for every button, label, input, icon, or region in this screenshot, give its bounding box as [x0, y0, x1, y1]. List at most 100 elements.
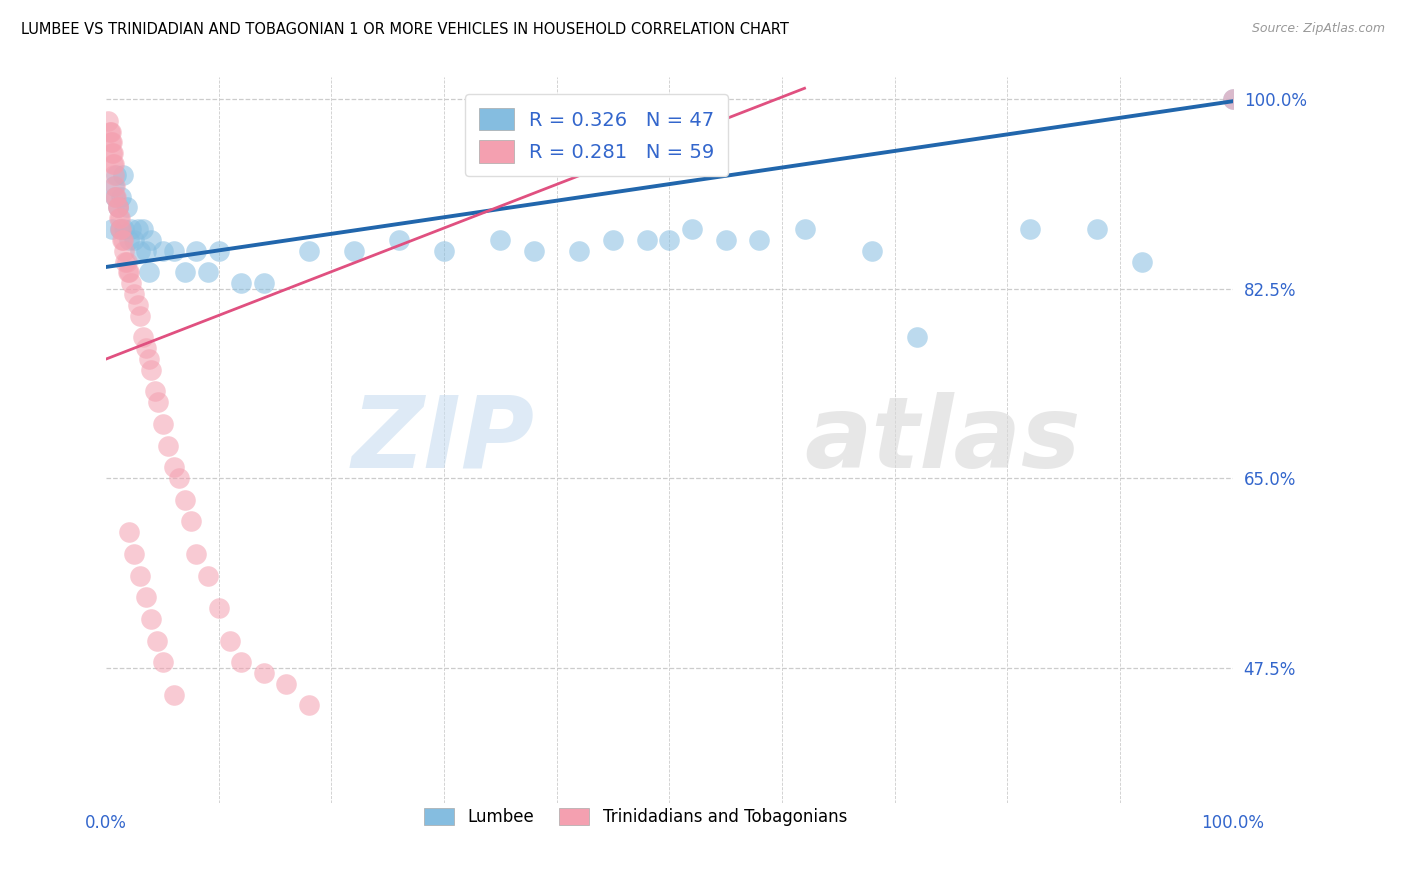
- Point: [101, 136, 124, 150]
- Point: [100, 136, 122, 150]
- Point: [298, 698, 321, 713]
- Point: [568, 244, 591, 258]
- Point: [112, 233, 135, 247]
- Text: Source: ZipAtlas.com: Source: ZipAtlas.com: [1251, 22, 1385, 36]
- Point: [127, 298, 149, 312]
- Point: [107, 200, 129, 214]
- Point: [174, 492, 197, 507]
- Point: [489, 233, 512, 247]
- Point: [602, 233, 624, 247]
- Point: [112, 222, 135, 236]
- Point: [208, 601, 231, 615]
- Point: [101, 222, 124, 236]
- Point: [748, 233, 770, 247]
- Point: [124, 233, 146, 247]
- Point: [793, 222, 815, 236]
- Point: [163, 460, 186, 475]
- Point: [163, 688, 186, 702]
- Legend: Lumbee, Trinidadians and Tobagonians: Lumbee, Trinidadians and Tobagonians: [416, 800, 855, 835]
- Point: [905, 330, 928, 344]
- Point: [186, 244, 208, 258]
- Point: [714, 233, 737, 247]
- Point: [231, 276, 253, 290]
- Point: [433, 244, 456, 258]
- Point: [343, 244, 366, 258]
- Point: [141, 363, 163, 377]
- Point: [146, 395, 169, 409]
- Point: [118, 525, 141, 540]
- Point: [112, 244, 135, 258]
- Point: [169, 471, 191, 485]
- Point: [118, 265, 141, 279]
- Point: [388, 233, 411, 247]
- Text: atlas: atlas: [804, 392, 1081, 489]
- Point: [523, 244, 546, 258]
- Point: [152, 244, 174, 258]
- Point: [1222, 92, 1244, 106]
- Point: [186, 547, 208, 561]
- Point: [101, 146, 124, 161]
- Point: [143, 384, 166, 399]
- Point: [98, 125, 121, 139]
- Point: [127, 222, 149, 236]
- Point: [118, 233, 141, 247]
- Point: [157, 439, 180, 453]
- Text: ZIP: ZIP: [352, 392, 534, 489]
- Point: [120, 276, 142, 290]
- Point: [141, 612, 163, 626]
- Point: [138, 351, 160, 366]
- Point: [117, 265, 139, 279]
- Point: [658, 233, 681, 247]
- Point: [1085, 222, 1108, 236]
- Y-axis label: 1 or more Vehicles in Household: 1 or more Vehicles in Household: [0, 317, 7, 564]
- Point: [636, 233, 658, 247]
- Point: [197, 265, 219, 279]
- Point: [100, 125, 122, 139]
- Point: [108, 222, 131, 236]
- Point: [208, 244, 231, 258]
- Point: [231, 655, 253, 669]
- Point: [104, 189, 127, 203]
- Point: [110, 189, 132, 203]
- Point: [104, 178, 127, 193]
- Point: [135, 591, 157, 605]
- Point: [105, 168, 128, 182]
- Point: [107, 200, 129, 214]
- Point: [141, 233, 163, 247]
- Point: [129, 244, 152, 258]
- Point: [138, 265, 160, 279]
- Point: [124, 287, 146, 301]
- Point: [197, 568, 219, 582]
- Point: [152, 655, 174, 669]
- Point: [174, 265, 197, 279]
- Point: [135, 244, 157, 258]
- Point: [180, 515, 202, 529]
- Point: [253, 665, 276, 680]
- Point: [101, 157, 124, 171]
- Point: [110, 222, 132, 236]
- Point: [135, 341, 157, 355]
- Point: [101, 146, 124, 161]
- Point: [152, 417, 174, 431]
- Point: [103, 178, 125, 193]
- Point: [1018, 222, 1040, 236]
- Text: LUMBEE VS TRINIDADIAN AND TOBAGONIAN 1 OR MORE VEHICLES IN HOUSEHOLD CORRELATION: LUMBEE VS TRINIDADIAN AND TOBAGONIAN 1 O…: [21, 22, 789, 37]
- Point: [124, 547, 146, 561]
- Point: [681, 222, 703, 236]
- Point: [111, 233, 134, 247]
- Point: [1222, 92, 1244, 106]
- Point: [860, 244, 883, 258]
- Point: [298, 244, 321, 258]
- Point: [97, 113, 120, 128]
- Point: [219, 633, 242, 648]
- Point: [253, 276, 276, 290]
- Point: [1132, 254, 1154, 268]
- Point: [108, 211, 131, 226]
- Point: [103, 157, 125, 171]
- Point: [120, 222, 142, 236]
- Point: [163, 244, 186, 258]
- Point: [104, 189, 127, 203]
- Point: [129, 568, 152, 582]
- Point: [107, 211, 129, 226]
- Point: [107, 200, 129, 214]
